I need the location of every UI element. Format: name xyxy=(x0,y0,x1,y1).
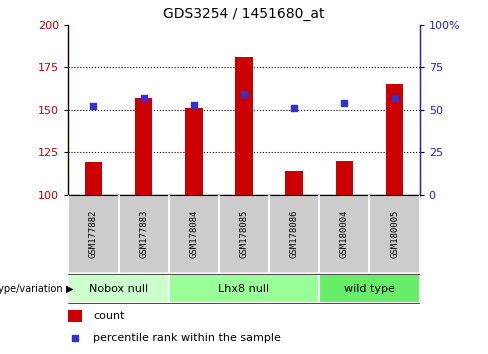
Text: GSM180004: GSM180004 xyxy=(340,210,349,258)
Bar xyxy=(336,161,353,195)
Bar xyxy=(219,195,269,273)
Bar xyxy=(119,195,169,273)
Bar xyxy=(169,195,219,273)
Text: genotype/variation: genotype/variation xyxy=(0,284,63,293)
Bar xyxy=(285,171,303,195)
Bar xyxy=(68,274,169,303)
Text: wild type: wild type xyxy=(344,284,395,293)
Text: ▶: ▶ xyxy=(66,284,73,293)
Text: Lhx8 null: Lhx8 null xyxy=(219,284,269,293)
Bar xyxy=(319,195,369,273)
Bar xyxy=(369,195,420,273)
Text: GSM178085: GSM178085 xyxy=(240,210,248,258)
Bar xyxy=(68,309,82,322)
Bar xyxy=(68,195,119,273)
Text: GSM178086: GSM178086 xyxy=(290,210,299,258)
Bar xyxy=(269,195,319,273)
Bar xyxy=(185,108,203,195)
Point xyxy=(89,103,97,109)
Text: GSM180005: GSM180005 xyxy=(390,210,399,258)
Point xyxy=(190,102,198,108)
Text: Nobox null: Nobox null xyxy=(89,284,148,293)
Text: percentile rank within the sample: percentile rank within the sample xyxy=(93,332,281,343)
Point xyxy=(341,100,348,106)
Point xyxy=(140,95,147,101)
Title: GDS3254 / 1451680_at: GDS3254 / 1451680_at xyxy=(163,7,325,21)
Point xyxy=(304,238,312,244)
Bar xyxy=(169,274,319,303)
Point xyxy=(290,105,298,111)
Bar xyxy=(135,98,152,195)
Point xyxy=(391,95,399,101)
Text: count: count xyxy=(93,311,124,321)
Text: GSM178084: GSM178084 xyxy=(189,210,198,258)
Point xyxy=(240,92,248,97)
Bar xyxy=(319,274,420,303)
Bar xyxy=(84,162,102,195)
Bar xyxy=(235,57,253,195)
Text: GSM177882: GSM177882 xyxy=(89,210,98,258)
Text: GSM177883: GSM177883 xyxy=(139,210,148,258)
Bar xyxy=(386,84,404,195)
